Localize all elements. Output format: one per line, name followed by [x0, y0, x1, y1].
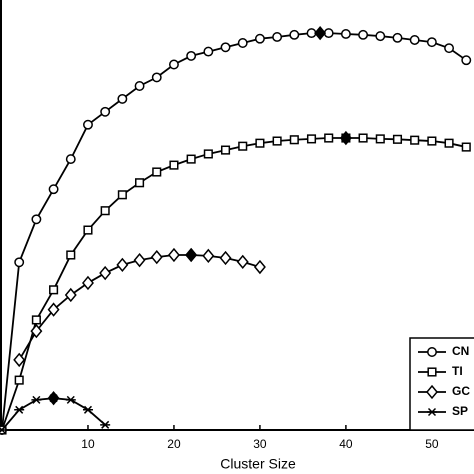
legend: CN TI GC SP [409, 337, 474, 431]
x-tick-label: 20 [167, 437, 181, 451]
marker [0, 425, 7, 435]
marker [272, 136, 282, 146]
marker [100, 106, 111, 117]
marker [83, 225, 93, 235]
marker [289, 29, 300, 40]
x-tick-label: 10 [81, 437, 95, 451]
x-axis-label: Cluster Size [220, 456, 296, 472]
marker [49, 285, 59, 295]
marker [375, 134, 385, 144]
marker [255, 138, 265, 148]
x-tick-label: 40 [339, 437, 353, 451]
marker [99, 265, 112, 281]
marker [427, 407, 437, 417]
marker [427, 347, 437, 357]
marker [31, 214, 42, 225]
marker [392, 32, 403, 43]
marker [47, 391, 60, 406]
marker [14, 405, 25, 414]
marker [151, 72, 162, 83]
marker [203, 46, 214, 57]
legend-box [409, 337, 474, 431]
marker [117, 190, 127, 200]
marker [237, 38, 248, 48]
marker [306, 134, 317, 144]
marker [289, 135, 299, 145]
x-tick-label: 30 [253, 437, 267, 451]
marker [64, 287, 77, 303]
marker [133, 252, 146, 268]
marker [220, 42, 231, 53]
marker [135, 178, 145, 188]
marker [339, 130, 352, 146]
marker [167, 247, 180, 263]
marker [427, 367, 437, 377]
marker [82, 405, 93, 414]
marker [150, 249, 163, 265]
marker [186, 50, 197, 61]
marker [66, 250, 76, 260]
marker [409, 35, 420, 45]
marker [461, 55, 472, 66]
marker [169, 160, 179, 170]
x-tick-label: 50 [425, 437, 439, 451]
legend-label: CN [452, 344, 469, 358]
marker [48, 184, 59, 195]
marker [203, 149, 213, 159]
marker [168, 59, 179, 70]
marker [238, 141, 248, 151]
marker [31, 315, 41, 325]
legend-label: SP [452, 404, 468, 418]
marker [134, 81, 145, 91]
marker [375, 31, 386, 42]
marker [220, 145, 231, 155]
marker [30, 323, 43, 339]
marker [392, 134, 403, 144]
marker [31, 395, 42, 404]
marker [254, 33, 265, 44]
series-line [1, 32, 467, 431]
marker [427, 136, 437, 146]
marker [152, 167, 162, 177]
marker [47, 302, 60, 317]
marker [202, 248, 215, 264]
marker [117, 93, 128, 104]
marker [185, 247, 198, 263]
marker [444, 138, 454, 148]
marker [426, 384, 438, 400]
marker [358, 133, 368, 143]
marker [410, 135, 420, 145]
marker [426, 37, 437, 48]
marker [272, 32, 283, 42]
legend-label: TI [452, 364, 463, 378]
marker [314, 25, 327, 41]
marker [100, 420, 111, 429]
marker [324, 133, 334, 143]
marker [100, 206, 110, 216]
series-line [1, 137, 467, 431]
marker [444, 43, 455, 54]
marker [358, 29, 369, 40]
marker [116, 257, 129, 273]
marker [65, 395, 76, 404]
marker [186, 154, 196, 164]
marker [461, 142, 471, 152]
marker [14, 257, 25, 268]
marker [83, 119, 93, 130]
marker [236, 254, 249, 270]
marker [340, 29, 351, 39]
marker [13, 352, 26, 368]
marker [65, 154, 76, 165]
marker [253, 259, 266, 275]
marker [81, 275, 94, 291]
legend-label: GC [452, 384, 470, 398]
marker [219, 250, 232, 266]
marker [14, 375, 24, 385]
